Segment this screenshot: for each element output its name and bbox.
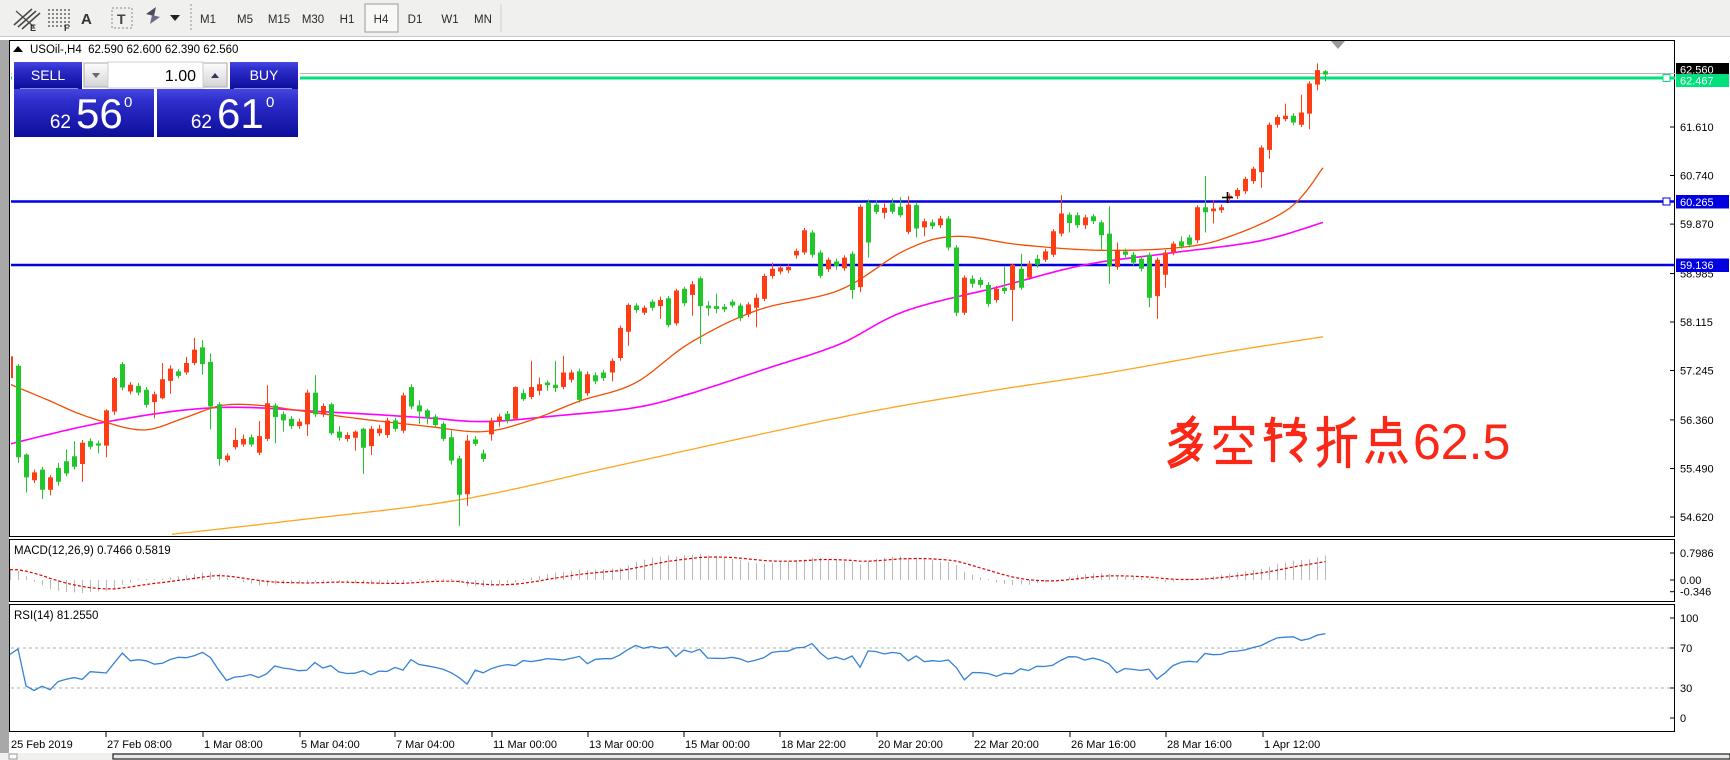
svg-text:59.870: 59.870	[1680, 219, 1714, 231]
svg-text:D1: D1	[408, 14, 423, 26]
svg-text:0.7986: 0.7986	[1680, 548, 1714, 560]
svg-text:F: F	[64, 23, 70, 33]
svg-text:SELL: SELL	[31, 67, 65, 83]
svg-text:61.610: 61.610	[1680, 122, 1714, 134]
svg-text:RSI(14) 81.2550: RSI(14) 81.2550	[14, 610, 98, 622]
svg-text:H4: H4	[374, 14, 389, 26]
svg-text:M5: M5	[237, 14, 253, 26]
svg-text:M30: M30	[302, 14, 324, 26]
svg-text:0: 0	[266, 94, 274, 111]
svg-text:W1: W1	[441, 14, 458, 26]
svg-text:61: 61	[217, 90, 264, 137]
svg-text:59.136: 59.136	[1680, 260, 1714, 272]
svg-text:70: 70	[1680, 643, 1692, 655]
svg-text:A: A	[81, 11, 92, 28]
svg-text:M15: M15	[268, 14, 290, 26]
svg-text:5 Mar 04:00: 5 Mar 04:00	[301, 739, 360, 751]
svg-text:62.560: 62.560	[1680, 65, 1714, 77]
svg-text:27 Feb 08:00: 27 Feb 08:00	[107, 739, 172, 751]
svg-text:60.265: 60.265	[1680, 197, 1714, 209]
svg-text:54.620: 54.620	[1680, 512, 1714, 524]
svg-text:1.00: 1.00	[165, 68, 196, 85]
svg-text:7 Mar 04:00: 7 Mar 04:00	[396, 739, 455, 751]
svg-text:0.00: 0.00	[1680, 575, 1701, 587]
svg-text:E: E	[30, 23, 36, 33]
svg-text:57.245: 57.245	[1680, 366, 1714, 378]
svg-text:22 Mar 20:00: 22 Mar 20:00	[974, 739, 1039, 751]
svg-text:62.467: 62.467	[1680, 76, 1714, 88]
svg-text:20 Mar 20:00: 20 Mar 20:00	[878, 739, 943, 751]
svg-text:56.360: 56.360	[1680, 415, 1714, 427]
svg-text:MACD(12,26,9) 0.7466 0.5819: MACD(12,26,9) 0.7466 0.5819	[14, 545, 171, 557]
svg-text:18 Mar 22:00: 18 Mar 22:00	[781, 739, 846, 751]
svg-text:1 Mar 08:00: 1 Mar 08:00	[204, 739, 263, 751]
svg-text:1 Apr 12:00: 1 Apr 12:00	[1264, 739, 1320, 751]
svg-text:100: 100	[1680, 613, 1698, 625]
svg-text:11 Mar 00:00: 11 Mar 00:00	[493, 739, 557, 751]
svg-text:M1: M1	[200, 14, 216, 26]
svg-text:0: 0	[1680, 713, 1686, 725]
svg-text:13 Mar 00:00: 13 Mar 00:00	[589, 739, 654, 751]
svg-text:62: 62	[50, 112, 71, 133]
svg-text:62: 62	[191, 112, 212, 133]
svg-text:BUY: BUY	[250, 67, 279, 83]
svg-text:-0.346: -0.346	[1680, 587, 1711, 599]
svg-text:H1: H1	[340, 14, 355, 26]
svg-text:26 Mar 16:00: 26 Mar 16:00	[1071, 739, 1136, 751]
svg-text:60.740: 60.740	[1680, 171, 1714, 183]
svg-text:25 Feb 2019: 25 Feb 2019	[11, 739, 73, 751]
svg-text:USOil-,H4 62.590 62.600 62.39: USOil-,H4 62.590 62.600 62.390 62.560	[30, 44, 238, 56]
svg-text:56: 56	[76, 90, 123, 137]
svg-text:30: 30	[1680, 683, 1692, 695]
svg-text:28 Mar 16:00: 28 Mar 16:00	[1167, 739, 1232, 751]
svg-text:0: 0	[124, 94, 132, 111]
svg-text:58.115: 58.115	[1680, 317, 1713, 329]
svg-text:MN: MN	[474, 14, 492, 26]
svg-text:55.490: 55.490	[1680, 464, 1714, 476]
svg-text:T: T	[117, 11, 126, 27]
svg-text:15 Mar 00:00: 15 Mar 00:00	[685, 739, 750, 751]
svg-text:62.5: 62.5	[1413, 414, 1510, 470]
